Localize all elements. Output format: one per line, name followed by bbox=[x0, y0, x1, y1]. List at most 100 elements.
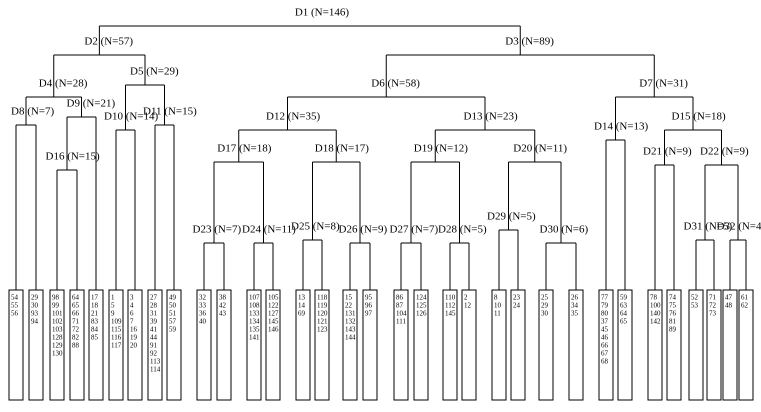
leaf-item: 24 bbox=[513, 302, 521, 310]
leaf-item: 12 bbox=[464, 302, 472, 310]
leaf-item: 5 bbox=[111, 302, 115, 310]
node-label: D11 (N=15) bbox=[143, 106, 197, 118]
leaf-item: 79 bbox=[601, 302, 609, 310]
node-label: D28 (N=5) bbox=[438, 224, 487, 236]
leaf-item: 89 bbox=[669, 326, 677, 334]
leaf-item: 19 bbox=[130, 334, 138, 342]
leaf-item: 100 bbox=[650, 302, 661, 310]
leaf-item: 116 bbox=[111, 334, 122, 342]
leaf-item: 28 bbox=[150, 302, 158, 310]
leaf-item: 41 bbox=[150, 326, 158, 334]
node-label: D21 (N=9) bbox=[643, 146, 692, 158]
node-label: D30 (N=6) bbox=[540, 224, 589, 236]
leaf-item: 75 bbox=[669, 302, 677, 310]
node-label: D13 (N=23) bbox=[464, 111, 519, 123]
leaf-item: 39 bbox=[150, 318, 158, 326]
leaf-item: 65 bbox=[620, 318, 628, 326]
node-label: D23 (N=7) bbox=[193, 224, 242, 236]
leaf-item: 145 bbox=[268, 318, 279, 326]
leaf-item: 43 bbox=[219, 310, 227, 318]
leaf-item: 64 bbox=[620, 310, 628, 318]
leaf-item: 113 bbox=[150, 358, 161, 366]
leaf-item: 120 bbox=[317, 310, 328, 318]
leaf-item: 81 bbox=[669, 318, 677, 326]
leaf-item: 13 bbox=[298, 294, 306, 302]
node-label: D12 (N=35) bbox=[266, 111, 321, 123]
leaf-item: 37 bbox=[601, 318, 609, 326]
leaf-item: 107 bbox=[249, 294, 260, 302]
node-label: D2 (N=57) bbox=[84, 36, 133, 48]
leaf-item: 38 bbox=[219, 294, 227, 302]
leaf-item: 112 bbox=[445, 302, 456, 310]
node-label: D26 (N=9) bbox=[339, 224, 388, 236]
leaf-item: 99 bbox=[52, 302, 60, 310]
leaf-item: 9 bbox=[111, 310, 115, 318]
leaf-item: 63 bbox=[620, 302, 628, 310]
leaf-item: 55 bbox=[11, 302, 19, 310]
leaf-item: 101 bbox=[52, 310, 63, 318]
leaf-item: 71 bbox=[72, 318, 80, 326]
leaf-item: 46 bbox=[601, 334, 609, 342]
leaf-item: 52 bbox=[691, 294, 699, 302]
node-label: D16 (N=15) bbox=[46, 151, 101, 163]
leaf-item: 59 bbox=[620, 294, 628, 302]
leaf-item: 76 bbox=[669, 310, 677, 318]
leaf-item: 40 bbox=[199, 318, 207, 326]
leaf-item: 132 bbox=[345, 318, 356, 326]
leaf-item: 133 bbox=[249, 310, 260, 318]
node-label: D14 (N=13) bbox=[594, 121, 649, 133]
leaf-item: 68 bbox=[601, 358, 609, 366]
leaf-item: 45 bbox=[601, 326, 609, 334]
leaf-item: 3 bbox=[130, 294, 134, 302]
leaf-item: 96 bbox=[365, 302, 373, 310]
leaf-item: 14 bbox=[298, 302, 306, 310]
node-label: D6 (N=58) bbox=[371, 78, 420, 90]
leaf-item: 50 bbox=[169, 302, 177, 310]
leaf-item: 92 bbox=[150, 350, 158, 358]
node-label: D24 (N=11) bbox=[242, 224, 296, 236]
leaf-item: 119 bbox=[317, 302, 328, 310]
leaf-item: 131 bbox=[345, 310, 356, 318]
leaf-item: 32 bbox=[199, 294, 207, 302]
leaf-item: 31 bbox=[150, 310, 158, 318]
leaf-item: 87 bbox=[396, 302, 404, 310]
leaf-item: 122 bbox=[268, 302, 279, 310]
leaf-item: 56 bbox=[11, 310, 19, 318]
leaf-item: 54 bbox=[11, 294, 19, 302]
leaf-item: 78 bbox=[650, 294, 658, 302]
leaf-item: 111 bbox=[396, 318, 406, 326]
node-label: D20 (N=11) bbox=[513, 143, 567, 155]
leaf-item: 128 bbox=[52, 334, 63, 342]
node-label: D1 (N=146) bbox=[295, 7, 350, 19]
leaf-item: 11 bbox=[494, 310, 501, 318]
leaf-item: 146 bbox=[268, 326, 279, 334]
node-label: D25 (N=8) bbox=[291, 221, 340, 233]
leaf-item: 65 bbox=[72, 302, 80, 310]
leaf-item: 67 bbox=[601, 350, 609, 358]
leaf-item: 115 bbox=[111, 326, 122, 334]
leaf-item: 10 bbox=[494, 302, 502, 310]
leaf-item: 114 bbox=[150, 366, 161, 374]
leaf-item: 25 bbox=[541, 294, 549, 302]
leaf-item: 104 bbox=[396, 310, 407, 318]
leaf-item: 83 bbox=[91, 318, 99, 326]
leaf-item: 47 bbox=[725, 294, 733, 302]
leaf-item: 17 bbox=[91, 294, 99, 302]
node-label: D5 (N=29) bbox=[130, 66, 179, 78]
leaf-item: 143 bbox=[345, 326, 356, 334]
leaf-item: 18 bbox=[91, 302, 99, 310]
leaf-item: 102 bbox=[52, 318, 63, 326]
leaf-item: 16 bbox=[130, 326, 138, 334]
leaf-item: 74 bbox=[669, 294, 677, 302]
node-label: D29 (N=5) bbox=[487, 211, 536, 223]
leaf-item: 88 bbox=[72, 342, 80, 350]
leaf-item: 141 bbox=[249, 334, 260, 342]
leaf-item: 91 bbox=[150, 342, 158, 350]
leaf-item: 103 bbox=[52, 326, 63, 334]
leaf-item: 130 bbox=[52, 350, 63, 358]
leaf-item: 36 bbox=[199, 310, 207, 318]
node-label: D4 (N=28) bbox=[39, 78, 88, 90]
node-label: D18 (N=17) bbox=[315, 143, 370, 155]
leaf-item: 129 bbox=[52, 342, 63, 350]
